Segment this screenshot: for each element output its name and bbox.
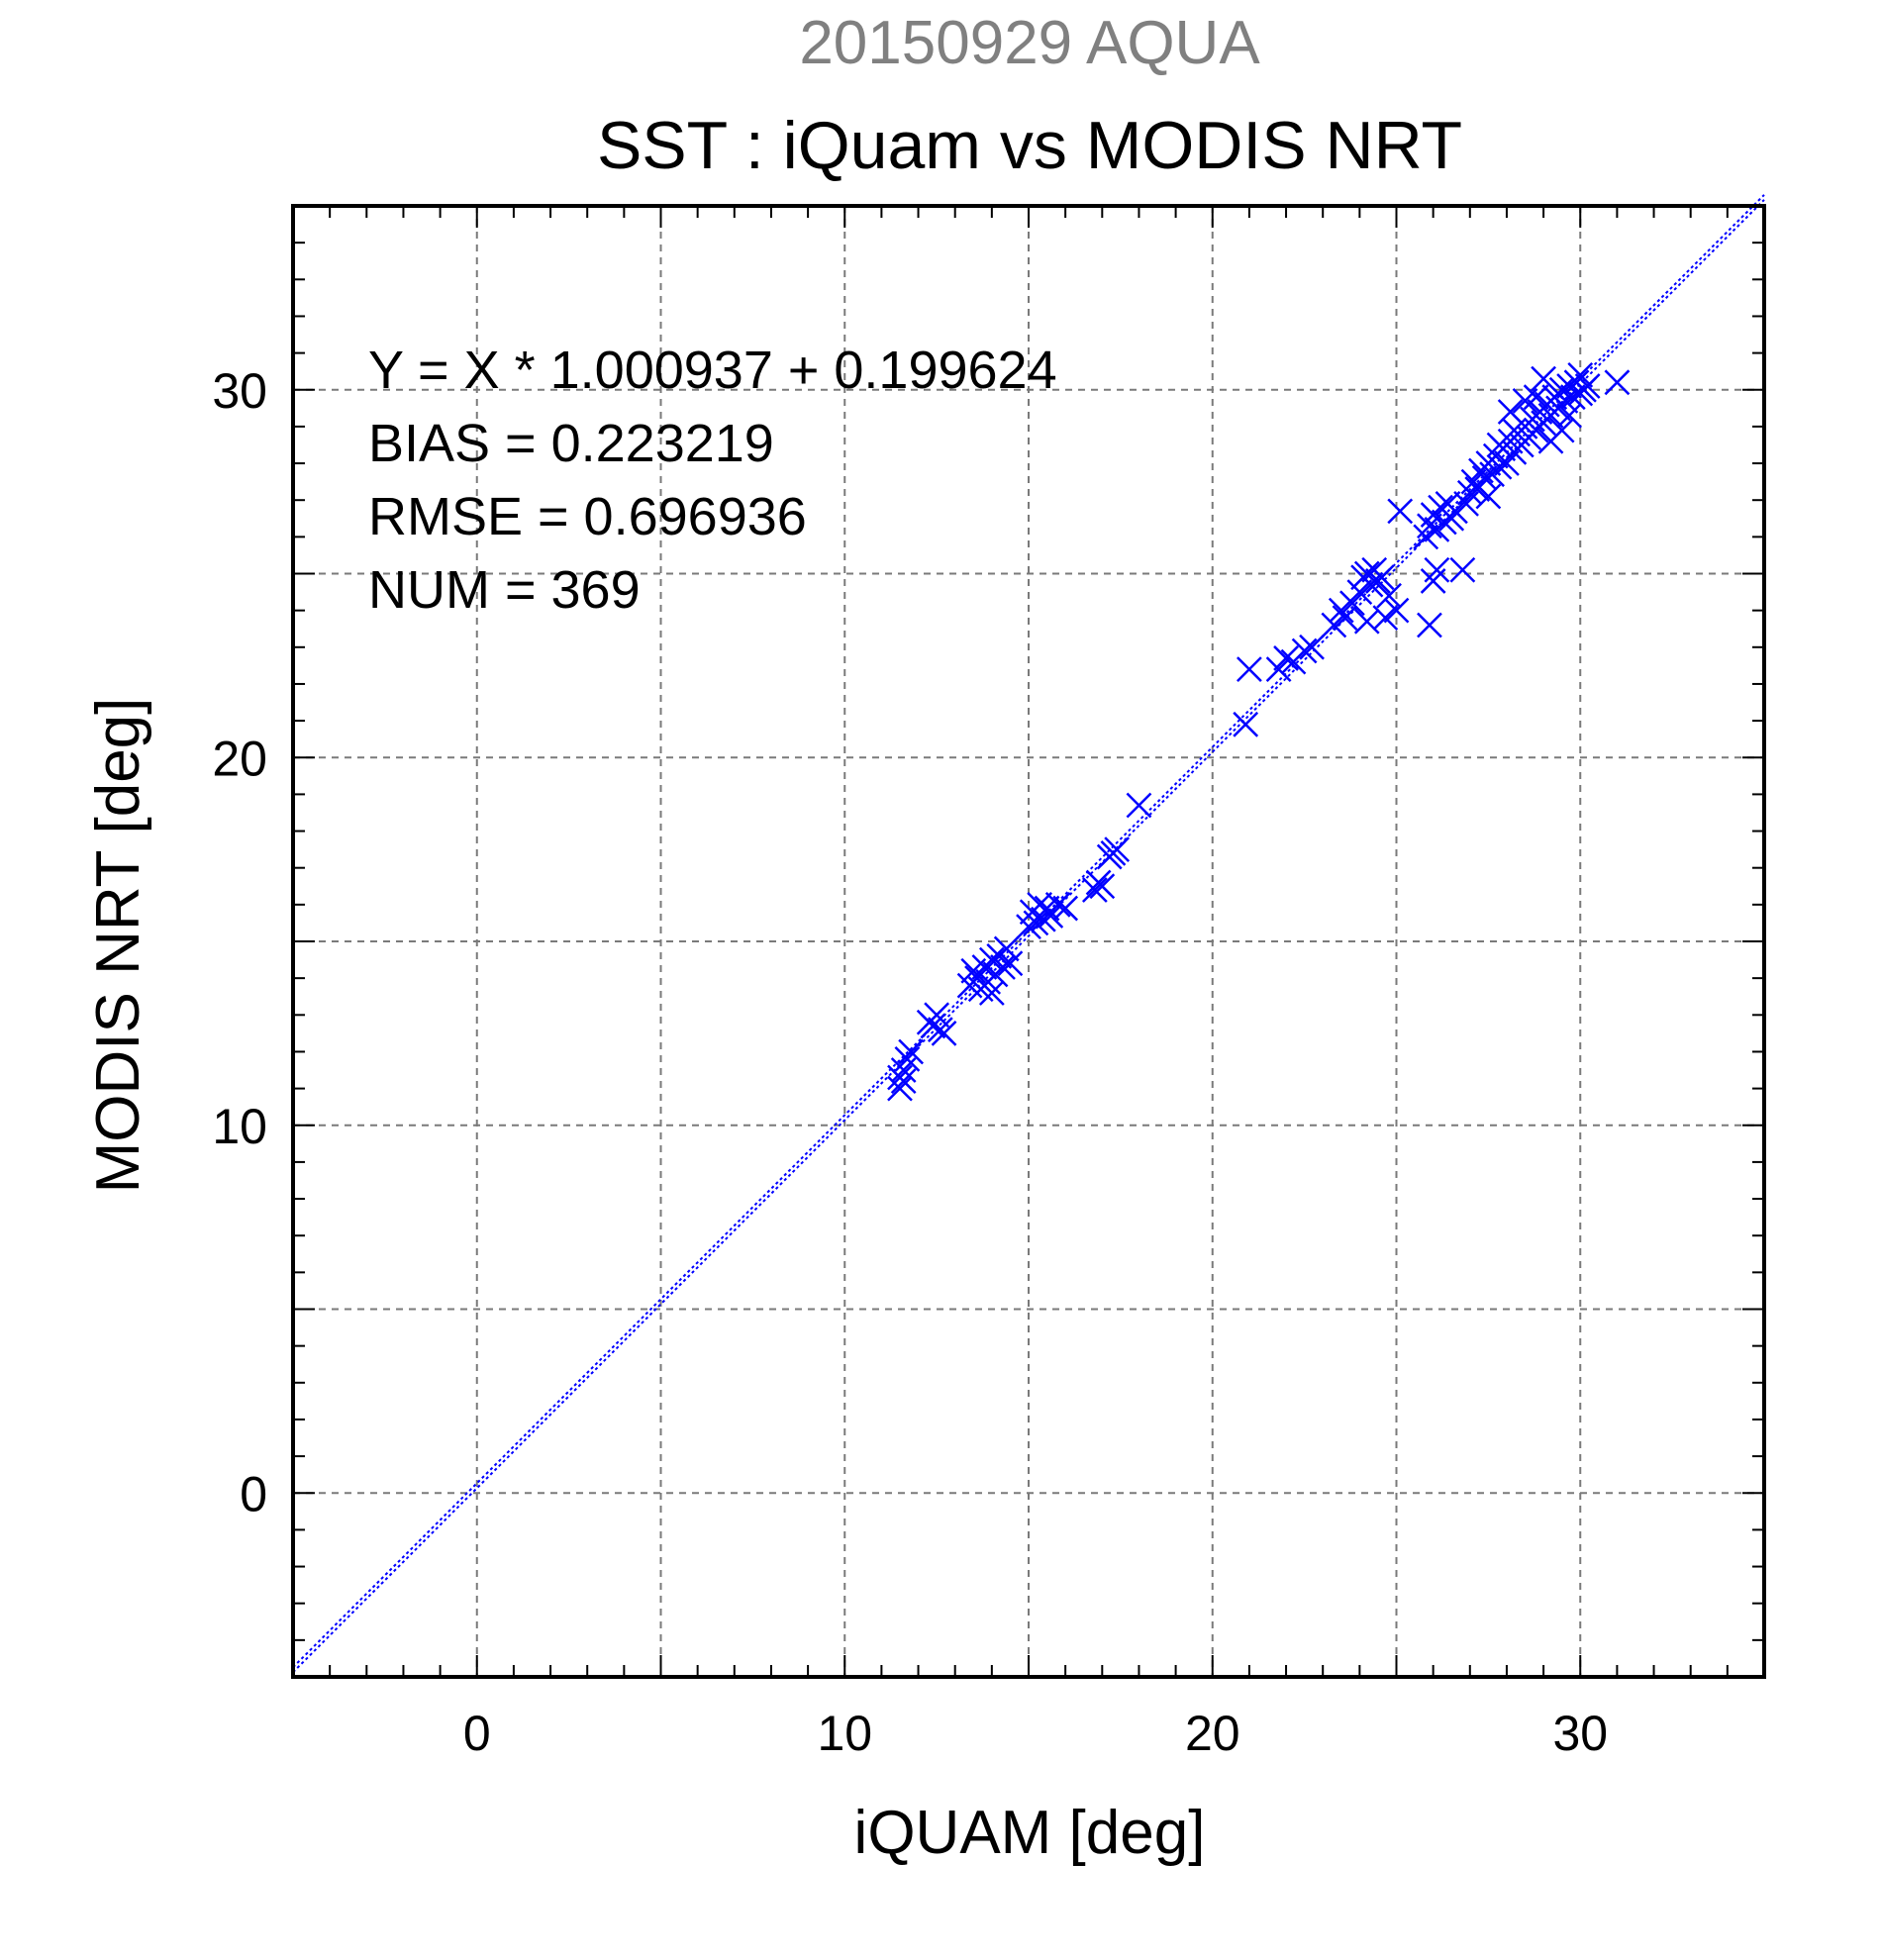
data-point <box>1089 873 1116 900</box>
data-point <box>1449 556 1476 583</box>
data-point <box>1346 579 1373 605</box>
data-point <box>1081 877 1108 903</box>
data-point <box>1574 373 1601 399</box>
data-point <box>890 1068 917 1095</box>
data-point <box>898 1038 925 1065</box>
data-point <box>993 935 1020 962</box>
data-point <box>1126 792 1152 819</box>
y-tick-label: 10 <box>212 1099 267 1154</box>
data-point <box>1523 384 1549 411</box>
stat-rmse: RMSE = 0.696936 <box>368 487 807 546</box>
data-point <box>924 1002 950 1029</box>
data-point <box>1357 571 1384 598</box>
y-axis-label: MODIS NRT [deg] <box>84 698 152 1194</box>
data-point <box>894 1045 921 1072</box>
stat-bias: BIAS = 0.223219 <box>368 414 774 473</box>
data-point <box>1100 839 1127 866</box>
data-point <box>1368 564 1395 591</box>
data-point <box>1387 498 1414 525</box>
data-point <box>1552 388 1579 414</box>
tick-labels: 0 10 20 30 0 10 20 30 <box>212 363 1608 1761</box>
data-point <box>978 980 1005 1006</box>
data-points <box>887 362 1631 1102</box>
data-point <box>1237 656 1262 682</box>
data-point <box>1556 402 1582 429</box>
plot-frame <box>291 204 1766 1679</box>
x-tick-label: 20 <box>1185 1706 1240 1761</box>
data-point <box>1548 417 1575 443</box>
data-point <box>1475 483 1502 510</box>
x-tick-label: 30 <box>1552 1706 1608 1761</box>
y-tick-label: 30 <box>212 363 267 419</box>
data-point <box>1044 891 1071 918</box>
data-point <box>1604 369 1631 396</box>
data-point <box>1567 362 1594 388</box>
data-point <box>1424 556 1450 583</box>
chart-title: SST : iQuam vs MODIS NRT <box>597 108 1462 183</box>
stat-num: NUM = 369 <box>368 560 641 620</box>
data-point <box>1052 895 1079 922</box>
data-point <box>1038 903 1064 929</box>
fit-line <box>292 199 1765 1673</box>
data-point <box>1383 597 1410 624</box>
y-tick-label: 0 <box>240 1466 267 1521</box>
data-point <box>1376 582 1402 609</box>
data-point <box>1321 612 1347 638</box>
stat-regression: Y = X * 1.000937 + 0.199624 <box>368 341 1057 400</box>
data-point <box>997 950 1024 977</box>
data-point <box>1299 634 1325 660</box>
y-tick-label: 20 <box>212 731 267 786</box>
data-point <box>931 1020 957 1046</box>
grid-lines <box>293 206 1764 1677</box>
x-tick-label: 10 <box>817 1706 872 1761</box>
data-point <box>1291 637 1318 664</box>
data-point <box>1494 450 1520 476</box>
data-point <box>1531 365 1556 392</box>
data-point <box>1233 711 1259 737</box>
x-axis-label: iQUAM [deg] <box>854 1799 1206 1867</box>
data-point <box>1372 605 1399 631</box>
x-tick-label: 0 <box>463 1706 491 1761</box>
data-point <box>1273 645 1299 671</box>
data-point <box>1486 432 1513 458</box>
data-point <box>1265 656 1292 682</box>
data-point <box>1497 399 1524 425</box>
stats-box: Y = X * 1.000937 + 0.199624 BIAS = 0.223… <box>368 341 1057 620</box>
data-point <box>1442 498 1468 525</box>
data-point <box>1417 612 1442 638</box>
data-point <box>1332 605 1358 631</box>
chart-supertitle: 20150929 AQUA <box>799 9 1260 77</box>
